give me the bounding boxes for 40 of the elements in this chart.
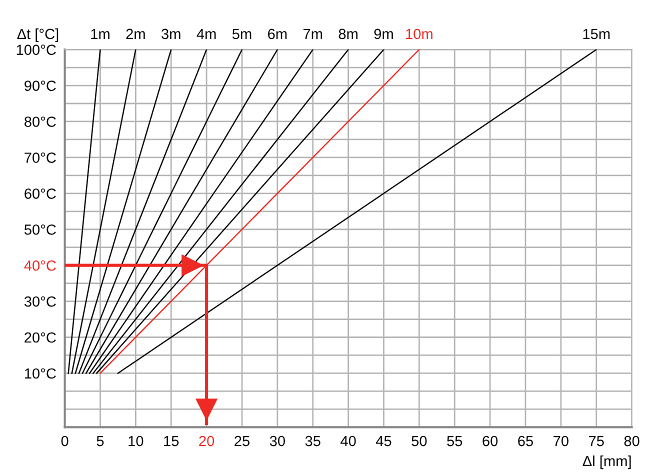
y-tick-label: 60°C	[24, 188, 56, 199]
x-tick-label: 55	[447, 436, 462, 446]
series-label: 1m	[91, 28, 110, 39]
series-label: 7m	[303, 28, 322, 39]
series-label: 6m	[268, 28, 287, 40]
x-tick-label: 40	[340, 436, 356, 446]
x-tick-label: 35	[305, 436, 320, 446]
series-label: 8m	[338, 28, 358, 40]
series-label: 10m	[406, 28, 432, 40]
y-axis-title: Δt [°C]	[17, 28, 58, 42]
x-tick-label: 60	[482, 436, 498, 446]
x-tick-label: 45	[376, 436, 392, 446]
y-tick-label: 20°C	[24, 332, 56, 343]
series-label: 3m	[162, 28, 180, 40]
y-tick-label: 50°C	[24, 224, 56, 235]
x-tick-label: 0	[61, 436, 68, 446]
x-tick-label: 30	[270, 436, 285, 446]
series-label: 5m	[232, 28, 252, 40]
x-tick-label: 50	[412, 436, 427, 446]
x-tick-label: 25	[234, 436, 250, 446]
series-label: 15m	[583, 28, 610, 40]
x-tick-label: 75	[589, 436, 604, 446]
x-tick-label: 15	[164, 436, 179, 446]
x-tick-label: 65	[518, 436, 533, 446]
y-tick-label: 80°C	[24, 116, 56, 127]
y-tick-label: 90°C	[24, 80, 56, 91]
y-tick-label: 70°C	[24, 152, 56, 163]
y-tick-label: 100°C	[16, 44, 56, 55]
x-axis-title: Δl [mm]	[582, 455, 631, 470]
x-tick-label: 70	[554, 436, 568, 446]
x-tick-label: 10	[128, 436, 144, 446]
y-tick-label: 30°C	[24, 296, 56, 307]
series-label: 2m	[126, 28, 145, 39]
series-label: 9m	[374, 28, 393, 40]
y-tick-label: 10°C	[24, 368, 56, 379]
x-tick-label: 80	[624, 436, 640, 446]
x-tick-label: 5	[96, 436, 104, 446]
series-label: 4m	[196, 28, 216, 39]
y-tick-label: 40°C	[24, 260, 56, 271]
x-tick-label: 20	[199, 436, 214, 446]
